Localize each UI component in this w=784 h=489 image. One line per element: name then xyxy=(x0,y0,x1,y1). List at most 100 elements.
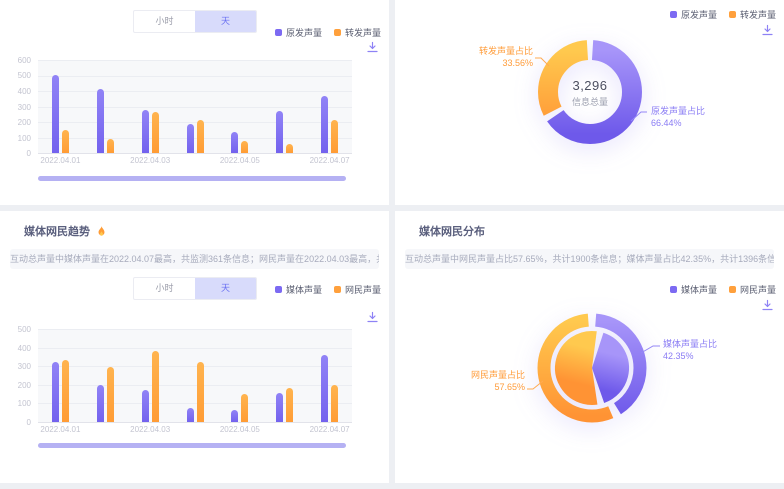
datazoom-scrollbar[interactable] xyxy=(38,176,346,181)
bar-媒体声量-2022.04.05[interactable] xyxy=(231,409,239,422)
legend-item-original[interactable]: 原发声量 xyxy=(669,8,717,21)
download-icon[interactable] xyxy=(366,41,379,54)
x-tick-label: 2022.04.03 xyxy=(130,425,171,434)
y-tick-label: 300 xyxy=(17,362,31,372)
x-tick-label: 2022.04.01 xyxy=(40,156,81,165)
bar-媒体声量-2022.04.03[interactable] xyxy=(141,390,149,422)
bar-转发声量-2022.04.06[interactable] xyxy=(286,143,294,153)
toggle-day-option[interactable]: 天 xyxy=(195,11,256,32)
bar-网民声量-2022.04.01[interactable] xyxy=(61,359,69,422)
y-axis: 600 500 400 300 200 100 0 xyxy=(8,56,34,158)
gridline xyxy=(38,91,352,92)
x-axis: 2022.04.01 2022.04.03 2022.04.05 2022.04.07 xyxy=(38,156,352,165)
bar-网民声量-2022.04.05[interactable] xyxy=(241,394,249,422)
bar-媒体声量-2022.04.01[interactable] xyxy=(51,362,59,422)
legend-swatch xyxy=(669,11,677,18)
download-icon[interactable] xyxy=(366,311,379,324)
toggle-hour-option[interactable]: 小时 xyxy=(155,283,174,293)
flame-icon xyxy=(98,225,105,236)
chart-legend: 原发声量 转发声量 xyxy=(669,8,776,21)
y-tick-label: 0 xyxy=(26,149,31,158)
plot-area xyxy=(38,329,352,423)
download-icon[interactable] xyxy=(761,299,774,312)
ring-slice-media[interactable] xyxy=(537,313,647,423)
gridline xyxy=(38,347,352,349)
bar-group xyxy=(83,329,128,422)
bar-chart-media-netizen: 500 400 300 200 100 0 2022.04.01 2022.04.03 202… xyxy=(8,325,352,434)
datazoom-scrollbar[interactable] xyxy=(38,443,346,448)
legend-item-netizen[interactable]: 网民声量 xyxy=(728,283,776,296)
gridline xyxy=(38,60,352,61)
legend-swatch xyxy=(333,286,341,293)
bar-原发声量-2022.04.04[interactable] xyxy=(186,124,194,153)
gridline xyxy=(38,403,352,405)
bar-媒体声量-2022.04.06[interactable] xyxy=(276,392,284,422)
legend-item-media[interactable]: 媒体声量 xyxy=(669,283,717,296)
bar-网民声量-2022.04.07[interactable] xyxy=(331,384,339,422)
bar-group xyxy=(173,60,218,153)
bar-转发声量-2022.04.03[interactable] xyxy=(151,111,159,153)
y-tick-label: 500 xyxy=(17,71,31,81)
pie-slice-netizen[interactable] xyxy=(555,331,629,405)
x-tick-label: 2022.04.05 xyxy=(219,425,260,434)
legend-item-repost[interactable]: 转发声量 xyxy=(728,8,776,21)
slice-label-repost: 转发声量占比 33.56% xyxy=(465,45,533,69)
y-axis: 500 400 300 200 100 0 xyxy=(8,325,34,427)
bar-原发声量-2022.04.06[interactable] xyxy=(276,111,284,153)
gridline xyxy=(38,137,352,139)
bar-媒体声量-2022.04.07[interactable] xyxy=(321,354,329,422)
bar-group xyxy=(262,60,307,153)
toggle-hour-option[interactable]: 小时 xyxy=(155,16,174,26)
legend-item-repost[interactable]: 转发声量 xyxy=(333,26,381,39)
bar-媒体声量-2022.04.02[interactable] xyxy=(96,384,104,422)
legend-swatch xyxy=(728,11,736,18)
slice-label-netizen: 网民声量占比 57.65% xyxy=(447,369,525,393)
slice-name: 转发声量占比 xyxy=(478,46,533,56)
legend-item-original[interactable]: 原发声量 xyxy=(274,26,322,39)
x-tick-label xyxy=(262,425,307,434)
bar-group xyxy=(83,60,128,153)
donut-slice-original[interactable] xyxy=(538,40,642,144)
y-tick-label: 200 xyxy=(17,117,31,127)
legend-swatch xyxy=(333,29,341,36)
bar-网民声量-2022.04.02[interactable] xyxy=(106,367,114,422)
bar-转发声量-2022.04.02[interactable] xyxy=(106,139,114,153)
bar-转发声量-2022.04.04[interactable] xyxy=(196,119,204,153)
ring-slice-netizen[interactable] xyxy=(537,313,647,423)
bar-转发声量-2022.04.07[interactable] xyxy=(331,120,339,153)
bar-转发声量-2022.04.01[interactable] xyxy=(61,130,69,153)
y-tick-label: 200 xyxy=(17,380,31,390)
panel-title: 媒体网民分布 xyxy=(419,223,485,239)
bar-原发声量-2022.04.01[interactable] xyxy=(51,74,59,153)
donut-slice-repost[interactable] xyxy=(538,40,642,144)
bar-group xyxy=(128,329,173,422)
panel-volume-trend: 小时 天 原发声量 转发声量 600 500 400 300 200 100 0 2022.… xyxy=(0,0,389,205)
legend-label: 媒体声量 xyxy=(680,285,717,295)
time-granularity-toggle: 小时 天 xyxy=(133,10,257,33)
bar-原发声量-2022.04.07[interactable] xyxy=(321,96,329,153)
slice-percent: 57.65% xyxy=(494,382,525,392)
legend-item-media[interactable]: 媒体声量 xyxy=(274,283,322,296)
total-count-label: 信息总量 xyxy=(571,97,608,107)
bar-媒体声量-2022.04.04[interactable] xyxy=(186,408,194,422)
legend-label: 网民声量 xyxy=(739,285,776,295)
gridline xyxy=(38,106,352,108)
gridline xyxy=(38,75,352,77)
bar-网民声量-2022.04.03[interactable] xyxy=(151,351,159,422)
bar-group xyxy=(217,60,262,153)
bar-原发声量-2022.04.02[interactable] xyxy=(96,89,104,153)
bar-原发声量-2022.04.03[interactable] xyxy=(141,109,149,153)
toggle-day-option[interactable]: 天 xyxy=(195,278,256,299)
bar-网民声量-2022.04.06[interactable] xyxy=(286,387,294,422)
legend-swatch xyxy=(274,29,282,36)
legend-item-netizen[interactable]: 网民声量 xyxy=(333,283,381,296)
pie-slice-media[interactable] xyxy=(555,331,629,405)
bar-原发声量-2022.04.05[interactable] xyxy=(231,132,239,153)
download-icon[interactable] xyxy=(761,24,774,37)
panel-media-netizen-distribution: 媒体网民分布 互动总声量中网民声量占比57.65%，共计1900条信息；媒体声量… xyxy=(395,211,784,483)
bar-转发声量-2022.04.05[interactable] xyxy=(241,141,249,153)
slice-label-original: 原发声量占比 66.44% xyxy=(651,105,721,129)
bar-网民声量-2022.04.04[interactable] xyxy=(196,361,204,422)
y-tick-label: 600 xyxy=(17,56,31,65)
slice-name: 网民声量占比 xyxy=(470,370,525,380)
